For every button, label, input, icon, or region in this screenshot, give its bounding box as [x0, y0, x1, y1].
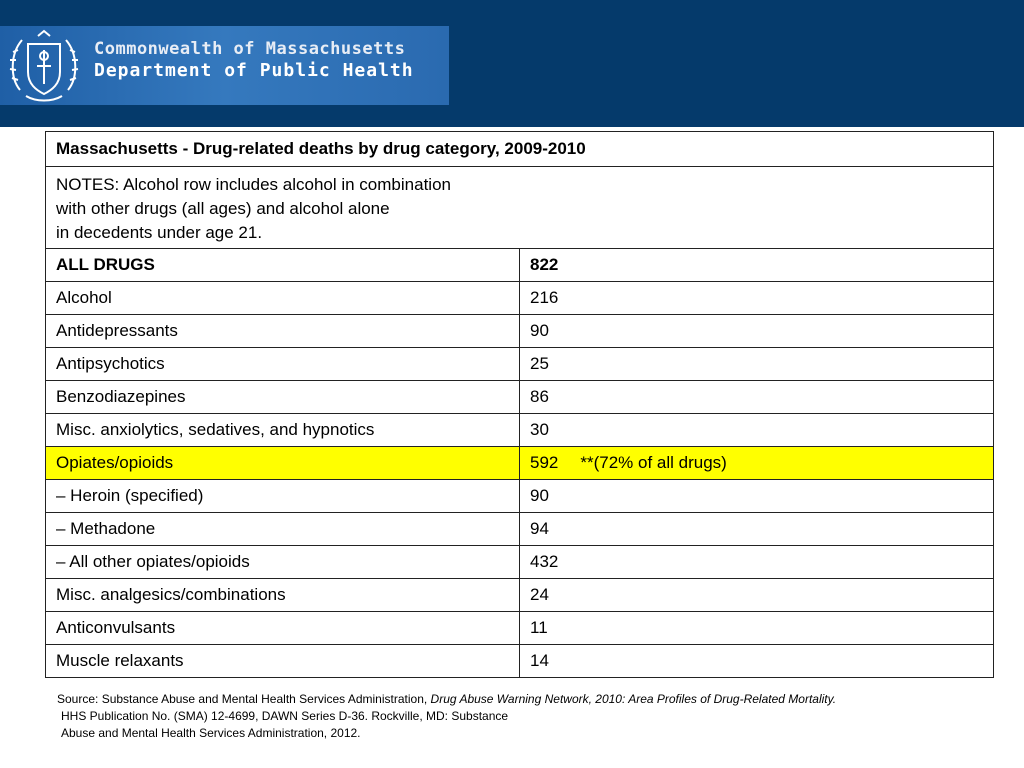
dph-logo: Commonwealth of Massachusetts Department…	[0, 26, 449, 105]
category-cell: – Heroin (specified)	[45, 479, 520, 513]
category-cell: Antidepressants	[45, 314, 520, 348]
source-line1: Source: Substance Abuse and Mental Healt…	[57, 691, 997, 708]
source-citation: Source: Substance Abuse and Mental Healt…	[57, 691, 997, 742]
table-row: – All other opiates/opioids 432	[45, 545, 994, 579]
source-line3: Abuse and Mental Health Services Adminis…	[61, 726, 361, 740]
table-row-opiates-highlighted: Opiates/opioids 592 **(72% of all drugs)	[45, 446, 994, 480]
table-row-all-drugs: ALL DRUGS 822	[45, 248, 994, 282]
category-cell: ALL DRUGS	[45, 248, 520, 282]
value-number: 592	[530, 453, 559, 472]
table-title: Massachusetts - Drug-related deaths by d…	[45, 131, 994, 167]
header-band: Commonwealth of Massachusetts Department…	[0, 0, 1024, 127]
table-row: Anticonvulsants 11	[45, 611, 994, 645]
table-notes-row: NOTES: Alcohol row includes alcohol in c…	[45, 166, 994, 249]
note-line: in decedents under age 21.	[56, 222, 263, 242]
value-annotation: **(72% of all drugs)	[580, 453, 727, 472]
category-cell: Misc. analgesics/combinations	[45, 578, 520, 612]
table-row: Antidepressants 90	[45, 314, 994, 348]
source-title: Drug Abuse Warning Network, 2010: Area P…	[430, 692, 837, 706]
category-cell: – All other opiates/opioids	[45, 545, 520, 579]
table-row: Benzodiazepines 86	[45, 380, 994, 414]
value-cell: 592 **(72% of all drugs)	[519, 446, 994, 480]
org-line2: Department of Public Health	[94, 60, 414, 81]
note-line: NOTES: Alcohol row includes alcohol in c…	[56, 174, 451, 194]
note-line: with other drugs (all ages) and alcohol …	[56, 198, 390, 218]
state-seal-icon	[9, 29, 79, 102]
table-row: Antipsychotics 25	[45, 347, 994, 381]
table-title-row: Massachusetts - Drug-related deaths by d…	[45, 131, 994, 167]
drug-deaths-table-container: Massachusetts - Drug-related deaths by d…	[45, 131, 994, 678]
table-row: Misc. analgesics/combinations 24	[45, 578, 994, 612]
value-cell: 94	[519, 512, 994, 546]
value-cell: 822	[519, 248, 994, 282]
category-cell: Benzodiazepines	[45, 380, 520, 414]
value-cell: 24	[519, 578, 994, 612]
value-cell: 86	[519, 380, 994, 414]
org-line1: Commonwealth of Massachusetts	[94, 39, 406, 59]
value-cell: 30	[519, 413, 994, 447]
category-cell: Muscle relaxants	[45, 644, 520, 678]
table-row: Alcohol 216	[45, 281, 994, 315]
source-line2: HHS Publication No. (SMA) 12-4699, DAWN …	[61, 709, 509, 723]
table-notes: NOTES: Alcohol row includes alcohol in c…	[45, 166, 994, 249]
category-cell: Anticonvulsants	[45, 611, 520, 645]
value-cell: 90	[519, 479, 994, 513]
value-cell: 14	[519, 644, 994, 678]
category-cell: Misc. anxiolytics, sedatives, and hypnot…	[45, 413, 520, 447]
category-cell: Alcohol	[45, 281, 520, 315]
value-cell: 432	[519, 545, 994, 579]
category-cell: Opiates/opioids	[45, 446, 520, 480]
table-row: – Heroin (specified) 90	[45, 479, 994, 513]
value-cell: 216	[519, 281, 994, 315]
drug-deaths-table: Massachusetts - Drug-related deaths by d…	[45, 131, 994, 678]
value-cell: 11	[519, 611, 994, 645]
value-cell: 25	[519, 347, 994, 381]
table-row: – Methadone 94	[45, 512, 994, 546]
table-row: Misc. anxiolytics, sedatives, and hypnot…	[45, 413, 994, 447]
source-prefix: Source: Substance Abuse and Mental Healt…	[57, 692, 431, 706]
table-row: Muscle relaxants 14	[45, 644, 994, 678]
category-cell: – Methadone	[45, 512, 520, 546]
value-cell: 90	[519, 314, 994, 348]
category-cell: Antipsychotics	[45, 347, 520, 381]
